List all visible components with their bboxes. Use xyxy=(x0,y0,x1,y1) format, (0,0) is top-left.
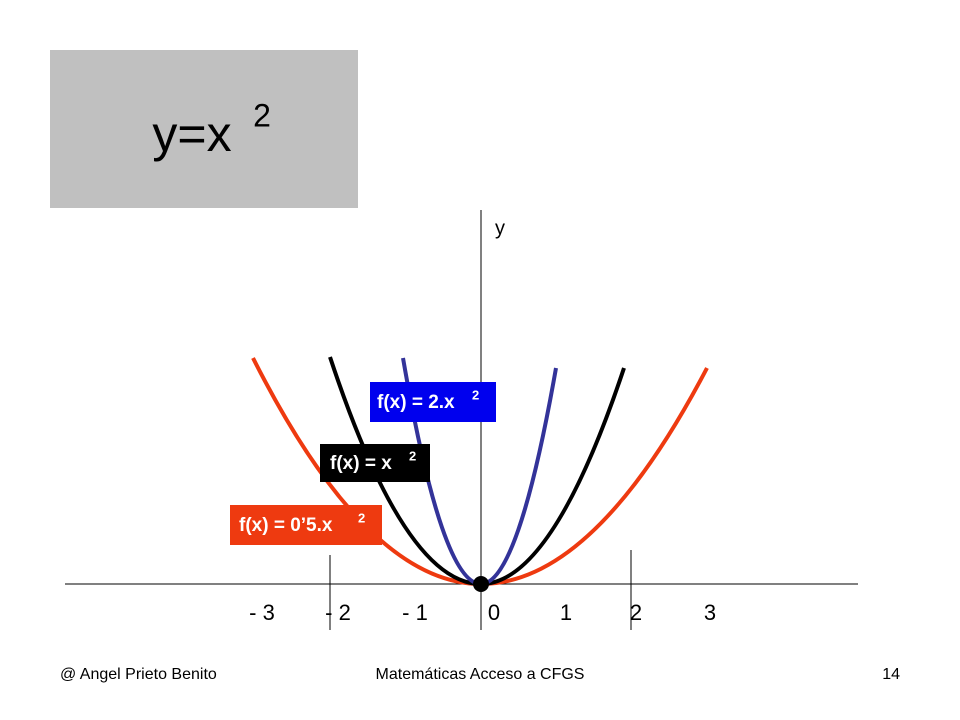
curve-label-box xyxy=(320,444,430,482)
curve-label: f(x) = x xyxy=(330,453,392,474)
curve-label: f(x) = 0’5.x xyxy=(239,515,333,536)
title-exponent: 2 xyxy=(253,97,271,133)
title-box xyxy=(50,50,358,208)
x-tick-label: 2 xyxy=(630,600,642,625)
curve-label-exponent: 2 xyxy=(358,510,365,525)
x-tick-label: - 3 xyxy=(249,600,275,625)
x-tick-label: 1 xyxy=(560,600,572,625)
footer-course: Matemáticas Acceso a CFGS xyxy=(376,666,585,683)
x-tick-label: - 2 xyxy=(325,600,351,625)
footer-author: @ Angel Prieto Benito xyxy=(60,666,217,683)
y-axis-label: y xyxy=(495,217,505,239)
curve-label-box xyxy=(230,505,382,545)
title: y=x xyxy=(152,106,231,162)
footer-page: 14 xyxy=(882,666,900,683)
x-tick-label: 0 xyxy=(488,600,500,625)
curve-label-exponent: 2 xyxy=(472,387,479,402)
curve-label: f(x) = 2.x xyxy=(377,392,455,413)
curve-label-exponent: 2 xyxy=(409,448,416,463)
x-tick-label: - 1 xyxy=(402,600,428,625)
origin-dot xyxy=(473,576,489,592)
x-tick-label: 3 xyxy=(704,600,716,625)
curve-label-box xyxy=(370,382,496,422)
